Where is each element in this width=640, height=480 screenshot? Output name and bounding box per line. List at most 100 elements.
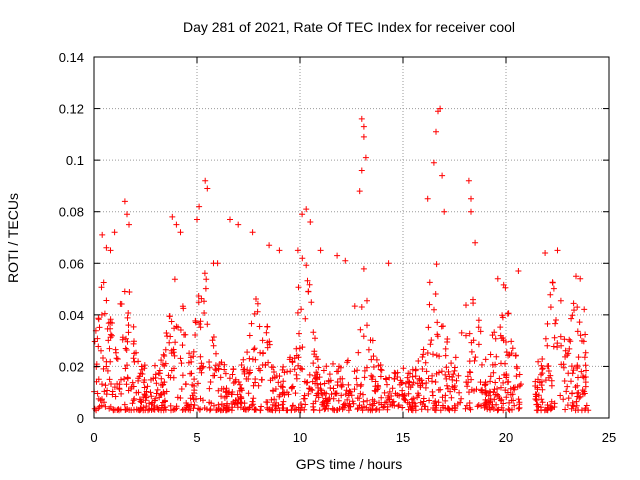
y-tick-label: 0.14 [59, 50, 84, 65]
data-point [504, 389, 511, 396]
data-point [330, 395, 337, 402]
data-point [306, 371, 313, 378]
data-point [170, 374, 177, 381]
data-point [373, 405, 380, 412]
data-point [177, 355, 184, 362]
data-point [99, 381, 105, 388]
data-point [126, 407, 133, 413]
data-point [360, 265, 367, 272]
data-point [302, 315, 309, 322]
data-point [374, 382, 381, 389]
data-point [130, 323, 137, 330]
data-point [267, 377, 274, 384]
data-point [315, 390, 322, 396]
data-point [221, 361, 228, 368]
data-point [323, 397, 330, 404]
data-point [370, 364, 377, 370]
data-point [276, 247, 283, 254]
data-point [395, 402, 402, 408]
data-point [542, 335, 549, 342]
data-point [200, 397, 206, 404]
data-point [558, 361, 565, 368]
data-point [425, 324, 432, 331]
data-point [492, 391, 499, 398]
data-point [247, 367, 253, 374]
data-point [512, 352, 519, 359]
data-point [206, 407, 213, 414]
data-point [116, 407, 122, 414]
data-point [313, 353, 320, 360]
data-point [211, 402, 217, 409]
data-point [412, 373, 419, 380]
data-point [538, 407, 545, 414]
data-point [566, 345, 573, 352]
data-point [271, 369, 277, 375]
data-point [254, 300, 261, 307]
data-point [550, 343, 557, 350]
data-point [582, 331, 589, 338]
data-point [482, 356, 489, 363]
data-point [509, 406, 515, 413]
data-point [160, 389, 167, 396]
data-point [429, 388, 436, 395]
data-point [354, 406, 361, 413]
data-point [148, 405, 155, 412]
data-point [462, 405, 469, 412]
data-point [358, 304, 365, 310]
data-point [472, 239, 479, 246]
data-point [333, 390, 340, 397]
data-point [250, 346, 257, 353]
data-point [557, 392, 564, 399]
data-point [361, 374, 368, 381]
data-point [323, 363, 330, 370]
data-point [483, 391, 490, 397]
data-point [438, 323, 445, 330]
data-point [351, 386, 358, 393]
data-point [503, 339, 509, 345]
data-point [570, 403, 577, 410]
data-point [246, 355, 253, 362]
data-point [345, 392, 352, 399]
data-point [161, 397, 168, 404]
plot-frame [93, 56, 610, 419]
data-point [162, 406, 169, 413]
data-point [562, 406, 569, 413]
data-point [554, 247, 561, 254]
data-point [296, 330, 302, 337]
data-point [230, 366, 237, 372]
data-point [259, 362, 266, 368]
data-point [430, 351, 436, 358]
data-point [131, 395, 138, 402]
data-point [384, 381, 390, 388]
data-point [252, 356, 259, 363]
data-point [227, 216, 233, 223]
data-point [495, 406, 502, 413]
data-point [106, 405, 113, 412]
data-point [138, 363, 145, 370]
data-point [412, 366, 419, 373]
data-point [408, 396, 415, 403]
data-point [316, 407, 323, 414]
data-point [433, 128, 439, 135]
data-point [575, 354, 582, 361]
data-point [538, 378, 545, 385]
data-point [415, 392, 422, 399]
data-point [400, 365, 407, 372]
data-point [229, 371, 236, 378]
data-point [252, 379, 259, 386]
data-point [154, 386, 161, 393]
data-point [101, 310, 108, 317]
data-point [172, 339, 179, 346]
data-point [312, 335, 318, 342]
x-tick-label: 10 [293, 430, 307, 445]
data-point [223, 404, 230, 411]
data-point [344, 396, 351, 403]
data-point [373, 356, 380, 363]
data-point [580, 338, 587, 345]
data-point [361, 403, 367, 410]
data-point [298, 401, 304, 407]
data-point [108, 332, 115, 339]
data-point [468, 376, 475, 383]
data-point [357, 326, 364, 333]
data-point [131, 358, 138, 365]
